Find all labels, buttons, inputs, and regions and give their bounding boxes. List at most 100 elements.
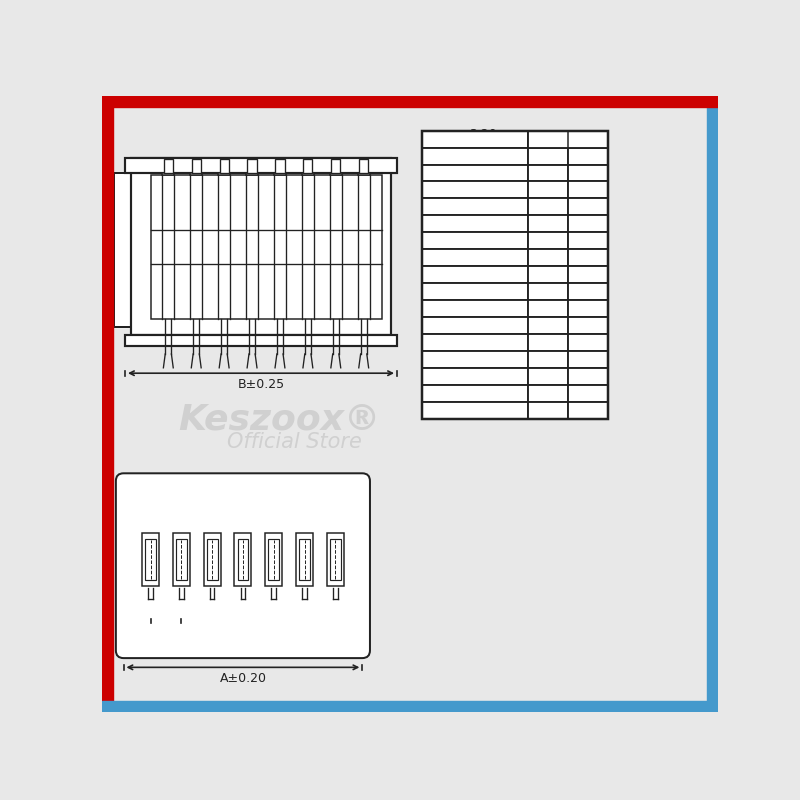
Bar [327, 533, 344, 586]
Bar [422, 165, 528, 182]
Bar [299, 538, 310, 580]
Bar [422, 130, 528, 147]
Bar [568, 317, 608, 334]
Bar [422, 300, 528, 317]
Bar [125, 158, 397, 173]
Bar [266, 533, 282, 586]
Bar [528, 317, 568, 334]
Bar [422, 147, 528, 165]
Text: A1251-08Y: A1251-08Y [442, 268, 506, 281]
Bar [568, 182, 608, 198]
Bar [330, 538, 341, 580]
Bar [528, 198, 568, 215]
Bar [102, 702, 718, 712]
Bar [102, 96, 718, 106]
Text: 11.75: 11.75 [571, 268, 605, 281]
Bar [568, 283, 608, 300]
Bar [568, 351, 608, 368]
Text: 11.25: 11.25 [531, 302, 565, 315]
Bar [422, 232, 528, 250]
Text: A1251-02Y: A1251-02Y [442, 166, 507, 179]
Bar [302, 173, 314, 174]
Bar [707, 96, 718, 712]
Bar [528, 300, 568, 317]
Text: A: A [543, 150, 552, 162]
Text: 2.50: 2.50 [535, 183, 561, 197]
Text: 16.25: 16.25 [531, 370, 565, 382]
Text: 13.00: 13.00 [571, 285, 605, 298]
Bar [422, 266, 528, 283]
Text: 4.25: 4.25 [575, 166, 601, 179]
Bar [192, 159, 201, 173]
Bar [125, 334, 397, 346]
Bar [247, 159, 257, 173]
Text: 10.50: 10.50 [571, 251, 605, 264]
Bar [145, 538, 156, 580]
Bar [568, 215, 608, 232]
Text: B: B [583, 150, 592, 162]
Text: 1.25: 1.25 [152, 626, 180, 638]
Text: A1251-15Y: A1251-15Y [442, 386, 507, 400]
Text: A1251-20Y: A1251-20Y [442, 404, 507, 417]
Bar [422, 334, 528, 351]
Bar [162, 173, 174, 174]
Text: 14.25: 14.25 [571, 302, 605, 315]
Text: Keszoox®: Keszoox® [178, 402, 380, 437]
Bar [422, 317, 528, 334]
Text: 5.50: 5.50 [575, 183, 601, 197]
Bar [206, 538, 218, 580]
Bar [422, 198, 528, 215]
Bar [218, 173, 230, 174]
Text: 7.50: 7.50 [535, 251, 561, 264]
Bar [150, 174, 382, 319]
Bar [422, 385, 528, 402]
Text: A1251-04Y: A1251-04Y [442, 200, 507, 214]
Text: 3.75: 3.75 [535, 200, 561, 214]
Text: 6.75: 6.75 [575, 200, 601, 214]
Bar [528, 402, 568, 418]
Bar [142, 533, 159, 586]
Bar [568, 165, 608, 182]
Text: A1251-12Y: A1251-12Y [442, 336, 507, 349]
Text: 9.25: 9.25 [575, 234, 601, 247]
Text: B±0.25: B±0.25 [238, 378, 285, 391]
Bar [568, 368, 608, 385]
Text: 16.75: 16.75 [571, 336, 605, 349]
Text: A1251-10Y: A1251-10Y [442, 302, 507, 315]
Bar [176, 538, 186, 580]
Bar [422, 182, 528, 198]
Text: 26.75: 26.75 [571, 404, 605, 417]
Bar [296, 533, 313, 586]
Text: A1251-06Y: A1251-06Y [442, 234, 507, 247]
Bar [568, 198, 608, 215]
Bar [528, 250, 568, 266]
Bar [164, 159, 173, 173]
Text: A1251-13Y: A1251-13Y [442, 353, 507, 366]
Bar [568, 232, 608, 250]
Text: 18.00: 18.00 [571, 353, 605, 366]
FancyBboxPatch shape [116, 474, 370, 658]
Text: A1251-09Y: A1251-09Y [442, 285, 507, 298]
Bar [471, 342, 495, 385]
Text: 8.75: 8.75 [535, 268, 561, 281]
Text: 型号Type: 型号Type [453, 133, 497, 146]
Bar [568, 385, 608, 402]
Text: 13.75: 13.75 [531, 336, 565, 349]
Text: A±0.20: A±0.20 [219, 672, 266, 685]
Text: 10.00: 10.00 [531, 285, 565, 298]
Bar [568, 147, 608, 165]
Text: 15.50: 15.50 [571, 319, 605, 332]
Bar [331, 159, 341, 173]
Bar [102, 96, 113, 712]
Bar [358, 173, 370, 174]
Text: A1251-07Y: A1251-07Y [442, 251, 507, 264]
Bar [219, 159, 229, 173]
Text: 4.00±0.20: 4.00±0.20 [551, 226, 564, 293]
Bar [131, 158, 390, 334]
Bar [238, 538, 248, 580]
Text: 15.00: 15.00 [531, 353, 565, 366]
Polygon shape [114, 173, 131, 327]
Bar [528, 232, 568, 250]
Bar [246, 173, 258, 174]
Text: 19.25: 19.25 [571, 370, 605, 382]
